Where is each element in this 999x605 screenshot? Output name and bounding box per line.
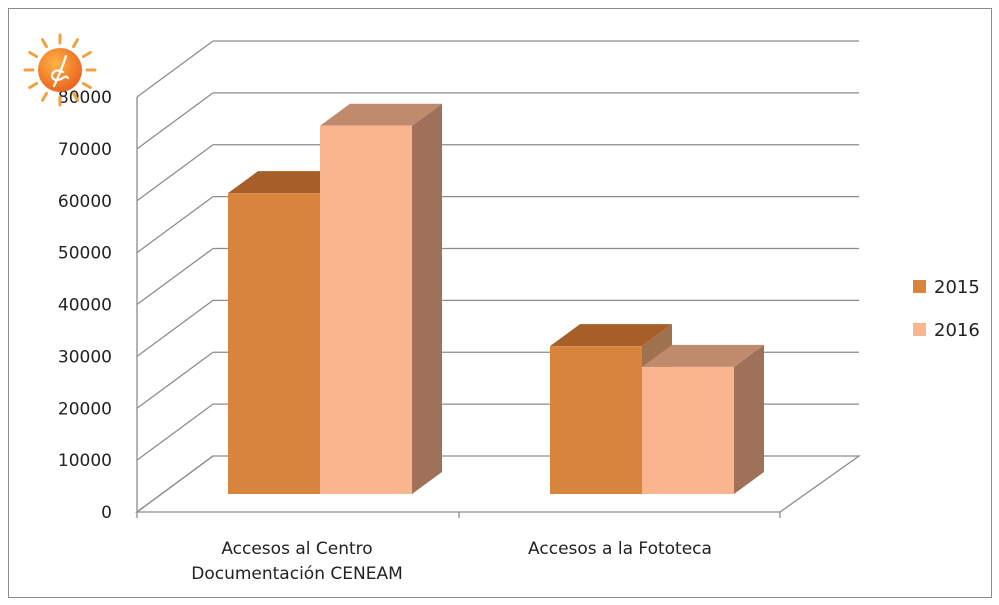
bar-front	[320, 125, 412, 494]
bar-top	[550, 324, 672, 347]
y-tick-label: 40000	[58, 296, 112, 316]
legend-item-2016: 2016	[913, 320, 980, 341]
x-category-label: Accesos a la Fototeca	[528, 539, 712, 559]
legend-label: 2015	[934, 277, 980, 298]
bar-top	[320, 103, 442, 126]
bar-front	[550, 346, 642, 494]
bar-side	[412, 103, 442, 494]
y-tick-label: 30000	[58, 347, 112, 367]
bar-top	[228, 171, 350, 194]
grid-diagonal	[136, 92, 214, 150]
y-tick-label: 20000	[58, 399, 112, 419]
y-tick-label: 0	[101, 503, 112, 523]
grid-diagonal	[136, 299, 214, 357]
grid-diagonal	[136, 196, 214, 254]
y-tick-label: 80000	[58, 88, 112, 108]
y-tick-label: 60000	[58, 192, 112, 212]
grid-diagonal	[136, 247, 214, 306]
bar-front	[228, 193, 320, 494]
legend-label: 2016	[934, 320, 980, 341]
bar-2016-1	[320, 103, 442, 494]
y-tick-label: 70000	[58, 140, 112, 160]
bar-top	[642, 344, 764, 367]
legend-swatch	[913, 280, 926, 293]
grid-diagonal	[136, 403, 214, 461]
grid-diagonal	[136, 40, 214, 98]
bar-front	[642, 366, 734, 494]
sun-logo-icon	[23, 33, 97, 107]
grid-diagonal	[136, 351, 214, 409]
legend-item-2015: 2015	[913, 277, 980, 298]
x-category-label: Accesos al Centro Documentación CENEAM	[191, 539, 403, 584]
y-tick-label: 10000	[58, 451, 112, 471]
bar-side	[734, 344, 764, 494]
chart-floor	[135, 455, 862, 513]
chart-frame	[8, 8, 992, 598]
y-tick-label: 50000	[58, 244, 112, 264]
grid-diagonal	[136, 144, 214, 202]
legend-swatch	[913, 323, 926, 336]
bar-2016-2	[642, 344, 764, 494]
